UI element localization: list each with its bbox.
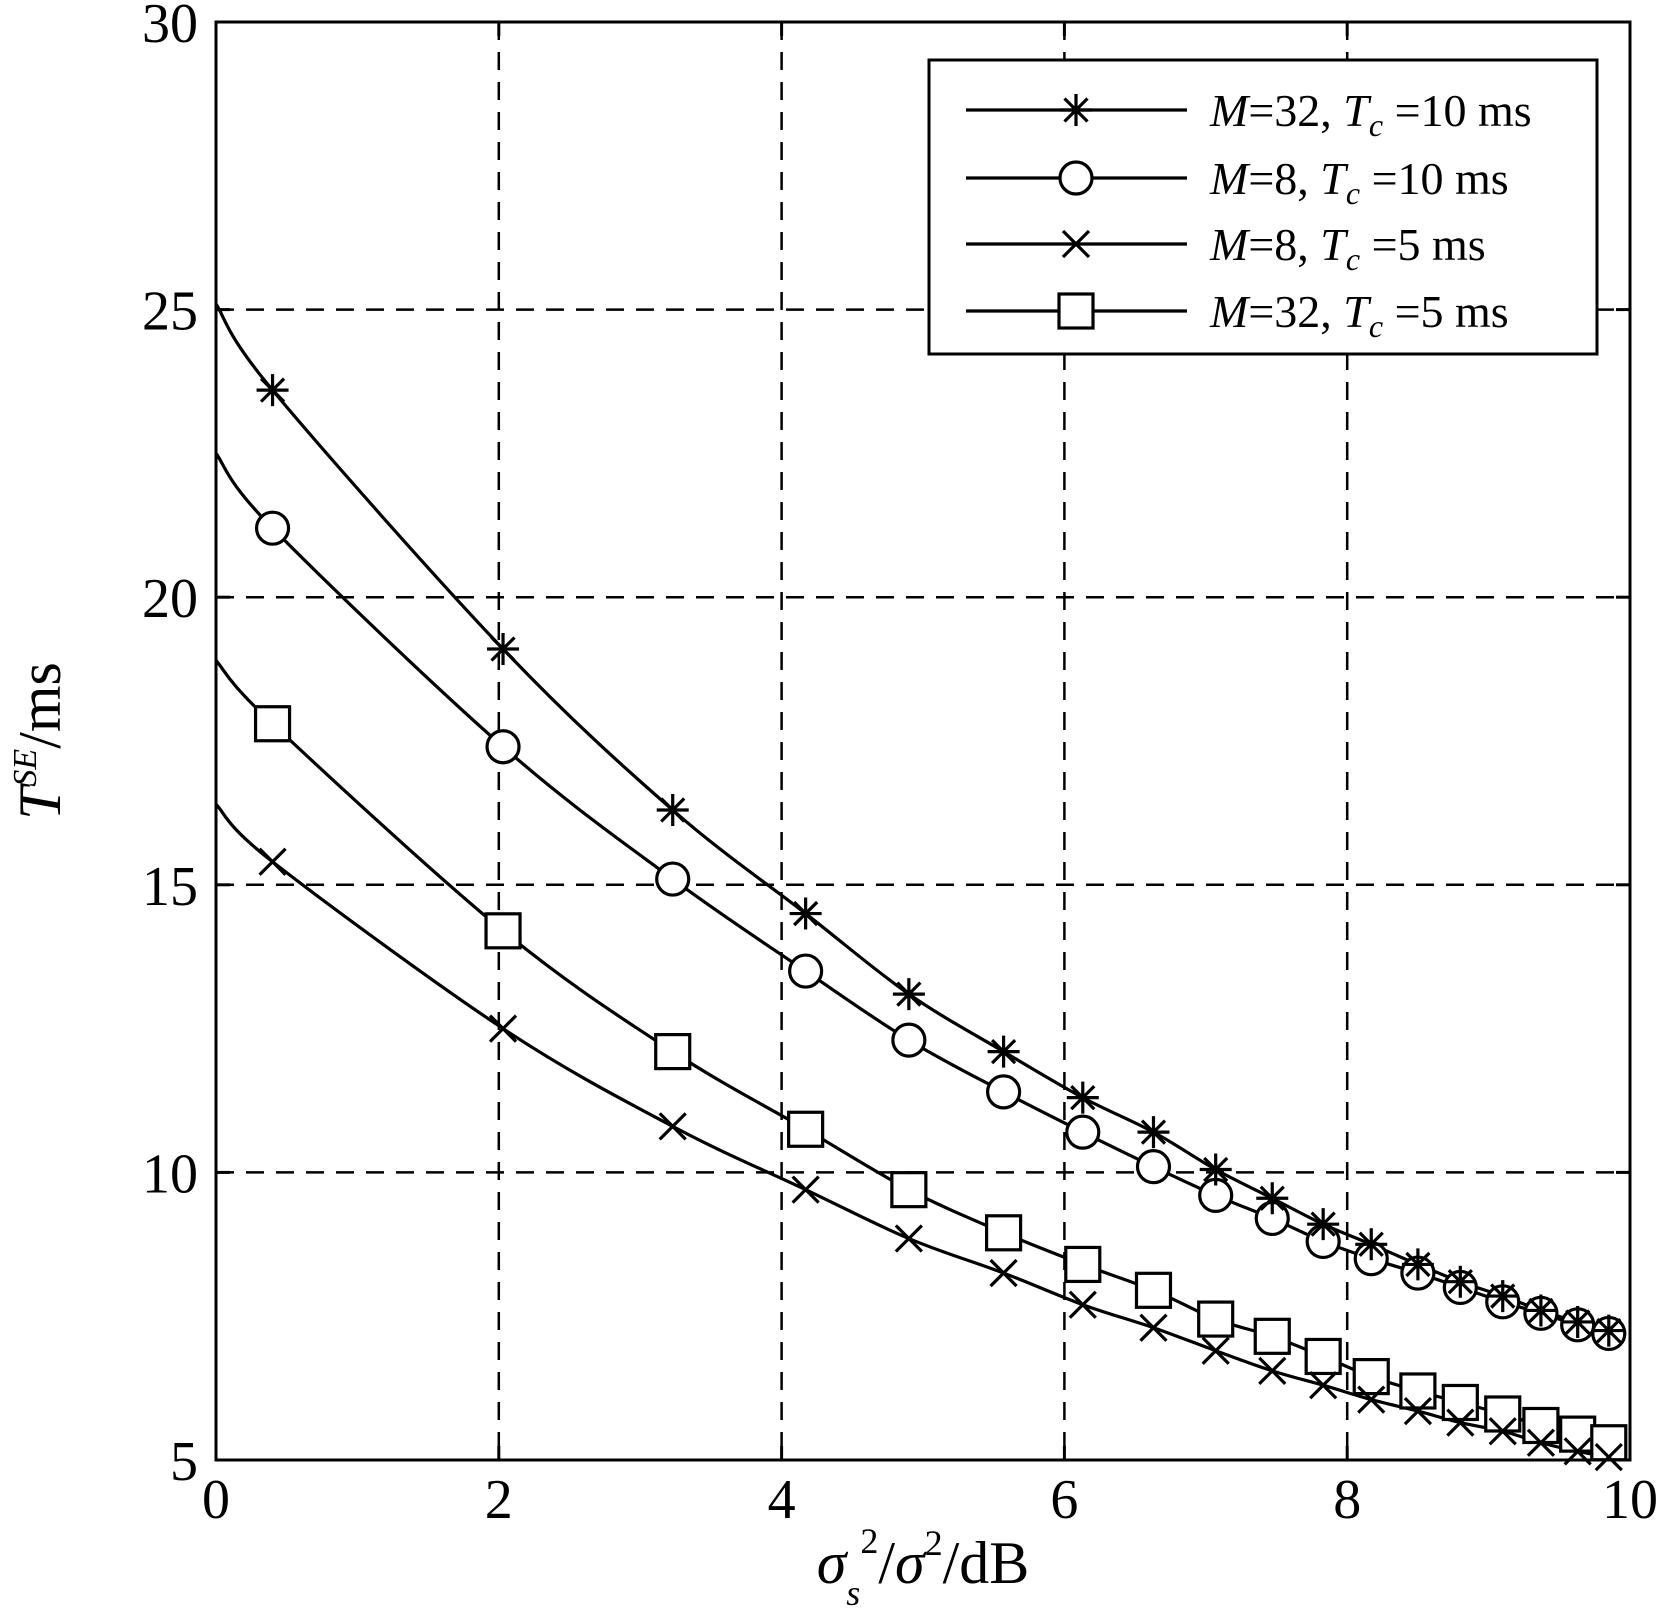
x-axis-label: σs2/σ2/dB bbox=[817, 1521, 1030, 1608]
plot-frame bbox=[214, 20, 1632, 1462]
point-square bbox=[1399, 1372, 1437, 1410]
point-x bbox=[1309, 1371, 1338, 1400]
y-axis-label: TSE/ms bbox=[7, 662, 73, 820]
legend-label: M=8, Tc =5 ms bbox=[1209, 219, 1486, 277]
point-asterisk bbox=[1486, 1280, 1519, 1313]
point-square bbox=[984, 1214, 1023, 1252]
point-x bbox=[1357, 1385, 1386, 1414]
point-square bbox=[1304, 1337, 1342, 1376]
point-x bbox=[658, 1112, 687, 1141]
point-x bbox=[989, 1258, 1018, 1288]
point-asterisk bbox=[1307, 1208, 1340, 1241]
point-x bbox=[1488, 1417, 1517, 1446]
x-tick-label: 2 bbox=[485, 1469, 513, 1531]
legend-label: M=32, Tc =5 ms bbox=[1209, 286, 1509, 344]
point-x bbox=[1201, 1336, 1230, 1365]
point-asterisk bbox=[1561, 1305, 1594, 1338]
point-x bbox=[1403, 1396, 1433, 1426]
point-circle bbox=[254, 510, 291, 546]
point-square bbox=[1441, 1383, 1479, 1422]
point-square bbox=[1484, 1395, 1522, 1433]
point-circle bbox=[985, 1074, 1022, 1110]
point-square bbox=[253, 705, 292, 743]
point-asterisk bbox=[1355, 1228, 1388, 1261]
point-asterisk bbox=[1199, 1153, 1232, 1186]
point-asterisk bbox=[256, 374, 289, 407]
point-circle bbox=[1065, 1114, 1101, 1150]
axis-ticks: 0 2 4 6 8 10 5 10 15 20 25 30 bbox=[142, 0, 1658, 1531]
legend-entries: M=32, Tc =10 ms M=8, Tc =10 ms M=8, Tc =5 … bbox=[966, 85, 1532, 344]
legend-marker-square bbox=[1057, 292, 1095, 330]
point-square bbox=[1253, 1317, 1291, 1355]
legend-label: M=8, Tc =10 ms bbox=[1209, 153, 1509, 211]
point-x bbox=[1139, 1313, 1168, 1342]
point-asterisk bbox=[1401, 1248, 1434, 1281]
point-x bbox=[488, 1014, 518, 1043]
point-square bbox=[1559, 1415, 1597, 1453]
series-markers bbox=[253, 374, 1628, 1472]
point-x bbox=[1594, 1442, 1623, 1472]
point-asterisk bbox=[1592, 1314, 1625, 1347]
y-tick-label: 15 bbox=[142, 856, 198, 918]
point-square bbox=[1522, 1406, 1560, 1445]
point-x bbox=[1446, 1408, 1475, 1437]
point-square bbox=[890, 1171, 928, 1209]
point-x bbox=[1526, 1428, 1556, 1457]
point-x bbox=[1258, 1356, 1287, 1385]
x-tick-label: 8 bbox=[1333, 1469, 1361, 1531]
point-x bbox=[791, 1175, 820, 1204]
point-asterisk bbox=[487, 632, 520, 665]
point-circle bbox=[655, 861, 691, 897]
x-tick-label: 0 bbox=[202, 1469, 230, 1531]
point-x bbox=[258, 847, 287, 876]
x-tick-label: 6 bbox=[1050, 1469, 1078, 1531]
y-tick-label: 30 bbox=[142, 0, 198, 55]
point-asterisk bbox=[789, 897, 822, 930]
point-square bbox=[1590, 1424, 1628, 1462]
point-asterisk bbox=[892, 978, 925, 1011]
point-asterisk bbox=[1066, 1081, 1099, 1114]
y-tick-label: 10 bbox=[142, 1143, 198, 1205]
point-square bbox=[1197, 1300, 1235, 1338]
point-square bbox=[787, 1110, 825, 1148]
y-tick-label: 25 bbox=[142, 281, 198, 343]
point-square bbox=[1064, 1245, 1102, 1284]
point-asterisk bbox=[1524, 1294, 1557, 1327]
point-asterisk bbox=[987, 1035, 1020, 1068]
point-square bbox=[654, 1033, 692, 1071]
series-curves bbox=[214, 302, 1610, 1459]
legend: M=32, Tc =10 ms M=8, Tc =10 ms M=8, Tc =5 … bbox=[927, 58, 1599, 356]
point-asterisk bbox=[1256, 1182, 1289, 1215]
series-line-x bbox=[214, 803, 1610, 1459]
point-square bbox=[484, 912, 522, 950]
y-tick-label: 5 bbox=[170, 1431, 198, 1493]
point-circle bbox=[788, 953, 824, 989]
point-asterisk bbox=[1444, 1265, 1477, 1298]
series-line-circle bbox=[214, 452, 1610, 1336]
point-square bbox=[1134, 1271, 1173, 1309]
point-asterisk bbox=[656, 794, 689, 827]
point-asterisk bbox=[1137, 1116, 1170, 1149]
x-tick-label: 10 bbox=[1602, 1469, 1658, 1531]
x-tick-label: 4 bbox=[768, 1469, 796, 1531]
point-x bbox=[1068, 1290, 1097, 1319]
legend-label: M=32, Tc =10 ms bbox=[1209, 85, 1532, 143]
legend-marker-circle bbox=[1058, 160, 1094, 196]
point-circle bbox=[891, 1022, 927, 1058]
legend-marker-asterisk bbox=[1060, 94, 1092, 126]
point-x bbox=[894, 1224, 923, 1253]
point-circle bbox=[1135, 1149, 1172, 1185]
point-circle bbox=[485, 729, 521, 765]
legend-marker-x bbox=[1061, 229, 1091, 259]
y-tick-label: 20 bbox=[142, 568, 198, 630]
